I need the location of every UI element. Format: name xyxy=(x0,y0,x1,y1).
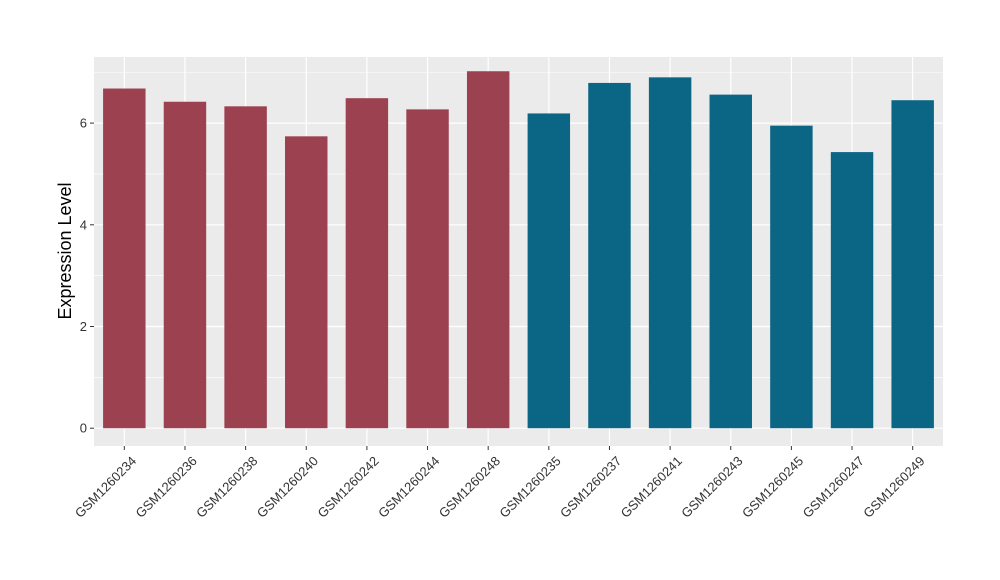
x-tick-label: GSM1260235 xyxy=(496,453,563,520)
x-tick-label: GSM1260241 xyxy=(618,453,685,520)
x-tick-label: GSM1260242 xyxy=(314,453,381,520)
y-tick-label: 0 xyxy=(80,421,87,436)
x-tick-label: GSM1260238 xyxy=(193,453,260,520)
y-tick-label: 4 xyxy=(80,217,87,232)
bars xyxy=(103,71,934,429)
bar-gsm1260244 xyxy=(406,109,449,429)
bar-gsm1260243 xyxy=(709,94,752,429)
x-tick-label: GSM1260237 xyxy=(557,453,624,520)
x-tick-label: GSM1260247 xyxy=(800,453,867,520)
plot-panel xyxy=(94,57,943,446)
bar-gsm1260238 xyxy=(224,106,267,429)
bar-gsm1260237 xyxy=(588,82,631,429)
y-axis-title: Expression Level xyxy=(55,182,75,319)
y-axis-ticks: 0 2 4 6 xyxy=(80,116,94,436)
bar-gsm1260241 xyxy=(648,77,692,429)
x-tick-label: GSM1260236 xyxy=(133,453,200,520)
bar-gsm1260242 xyxy=(345,98,389,429)
y-tick-label: 6 xyxy=(80,116,87,131)
x-axis-ticks: GSM1260234GSM1260236GSM1260238GSM1260240… xyxy=(72,446,928,521)
bar-gsm1260236 xyxy=(163,101,207,429)
bar-gsm1260249 xyxy=(891,100,934,429)
x-tick-label: GSM1260248 xyxy=(436,453,503,520)
x-tick-label: GSM1260243 xyxy=(678,453,745,520)
x-tick-label: GSM1260249 xyxy=(860,453,927,520)
y-tick-label: 2 xyxy=(80,319,87,334)
bar-gsm1260235 xyxy=(527,113,571,429)
bar-gsm1260248 xyxy=(466,71,510,429)
x-tick-label: GSM1260240 xyxy=(254,453,321,520)
x-tick-label: GSM1260245 xyxy=(739,453,806,520)
x-tick-label: GSM1260244 xyxy=(375,453,442,520)
bar-gsm1260234 xyxy=(103,88,146,429)
bar-gsm1260247 xyxy=(830,152,874,429)
bar-gsm1260245 xyxy=(770,125,813,429)
bar-gsm1260240 xyxy=(285,136,328,429)
x-tick-label: GSM1260234 xyxy=(72,453,139,520)
